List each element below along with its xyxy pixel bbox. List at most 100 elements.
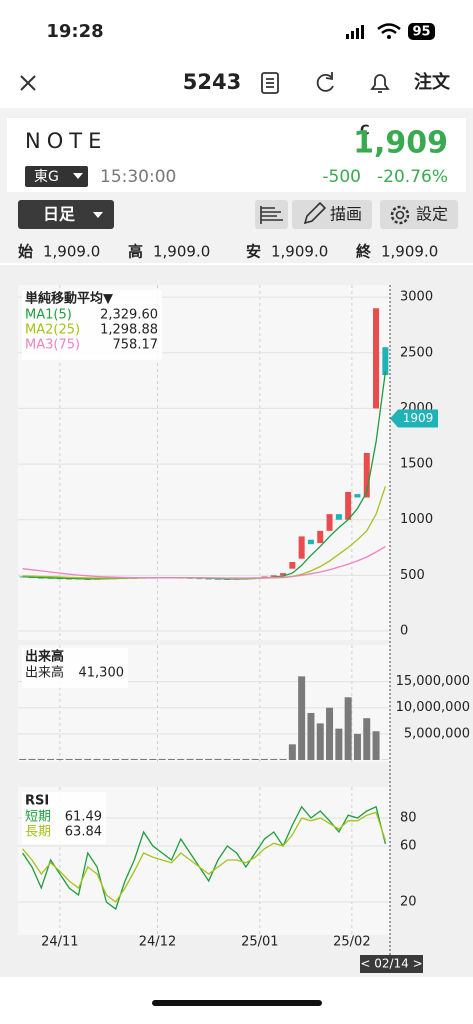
y-tick-label: 20 [400,895,417,910]
price-marker [390,409,438,428]
legend-box [22,290,162,360]
settings-label: 設定 [416,205,448,224]
x-tick-label: 24/11 [41,935,78,950]
price-change: -500 [322,167,361,187]
draw-label: 描画 [330,205,362,224]
y-tick-label: 15,000,000 [396,674,470,689]
legend-name: MA3(75) [25,338,80,353]
ohlc-label: 安 [246,243,261,261]
market: 東G [34,169,59,185]
volume-bar [270,758,278,760]
close-button[interactable] [20,75,36,91]
candle [205,578,212,580]
candle [373,308,380,409]
y-tick-label: 60 [400,839,417,854]
x-tick-label: 24/12 [139,935,176,950]
candle [335,514,342,520]
compare-button[interactable] [255,200,288,229]
order-button[interactable]: 注文 [414,71,451,93]
memo-button[interactable] [261,72,279,94]
period-dropdown [93,212,103,218]
volume-bar [121,758,129,760]
price-flag: C [360,124,370,139]
volume-bar [37,758,45,760]
legend-value: 61.49 [65,810,102,825]
period: 日足 [43,205,76,224]
volume-bar [298,676,306,760]
volume-bar [307,712,315,760]
volume-bar [56,758,64,760]
series-line [22,546,386,579]
volume-bar [74,758,82,760]
legend-name: MA1(5) [25,308,72,323]
ohlc-label: 高 [128,243,143,261]
market-badge[interactable] [25,166,88,187]
volume-bar [288,744,296,760]
volume-bar [214,758,222,760]
volume-bar [316,723,324,760]
ohlc-value: 1,909.0 [153,243,210,261]
y-tick-label: 10,000,000 [396,700,470,715]
candle [270,575,277,577]
alert-button[interactable] [370,74,390,93]
candle [307,539,314,545]
ohlc-value: 1,909.0 [43,243,100,261]
volume-bar [102,758,110,760]
price-change-percent: -20.76% [377,167,448,187]
candle [289,562,296,569]
legend-name: MA2(25) [25,323,80,338]
draw-icon [303,201,327,225]
volume-bar [130,758,138,760]
candle [298,536,305,559]
wifi-dot [387,35,391,39]
volume-bar [84,758,92,760]
volume-bar [344,697,352,760]
signal-icon [346,25,364,39]
update-time: 15:30:00 [100,167,176,187]
volume-bar [177,758,185,760]
legend-title: 単純移動平均▼ [25,291,113,307]
y-tick-label: 0 [400,624,408,639]
ohlc-value: 1,909.0 [271,243,328,261]
volume-bar [260,758,268,760]
volume-bar [112,758,120,760]
y-tick-label: 1000 [400,512,433,527]
volume-bar [223,758,231,760]
legend-value: 41,300 [79,666,125,681]
legend-value: 758.17 [113,338,159,353]
candle [317,530,324,544]
battery-level: 95 [412,25,430,40]
settings-gear [390,205,410,225]
legend-value: 2,329.60 [100,308,158,323]
volume-bar [140,758,148,760]
y-tick-label: 3000 [400,290,433,305]
volume-bar [186,758,194,760]
volume-bar [47,758,55,760]
legend-value: 1,298.88 [100,323,158,338]
volume-bar [149,758,157,760]
volume-bar [28,758,36,760]
ohlc-label: 始 [18,243,33,261]
refresh-button[interactable] [316,72,334,92]
stock-price: 1,909 [353,126,448,161]
candle [345,491,352,520]
ohlc-label: 終 [356,243,372,261]
cursor-box [360,955,423,973]
volume-bar [251,758,259,760]
legend-name: 短期 [25,810,51,825]
y-tick-label: 1500 [400,457,433,472]
stock-name: NOTE [25,129,107,153]
settings-gear-hole [395,210,405,220]
ohlc-value: 1,909.0 [381,243,438,261]
candle [261,576,268,578]
home-indicator [152,1000,322,1006]
period-button[interactable] [18,200,114,229]
market-dropdown [73,173,83,179]
status-time: 19:28 [46,21,103,42]
battery [408,23,435,40]
x-tick-label: 25/01 [241,935,278,950]
series-line [22,805,387,911]
y-tick-label: 5,000,000 [404,726,470,741]
volume-bar [19,758,27,760]
